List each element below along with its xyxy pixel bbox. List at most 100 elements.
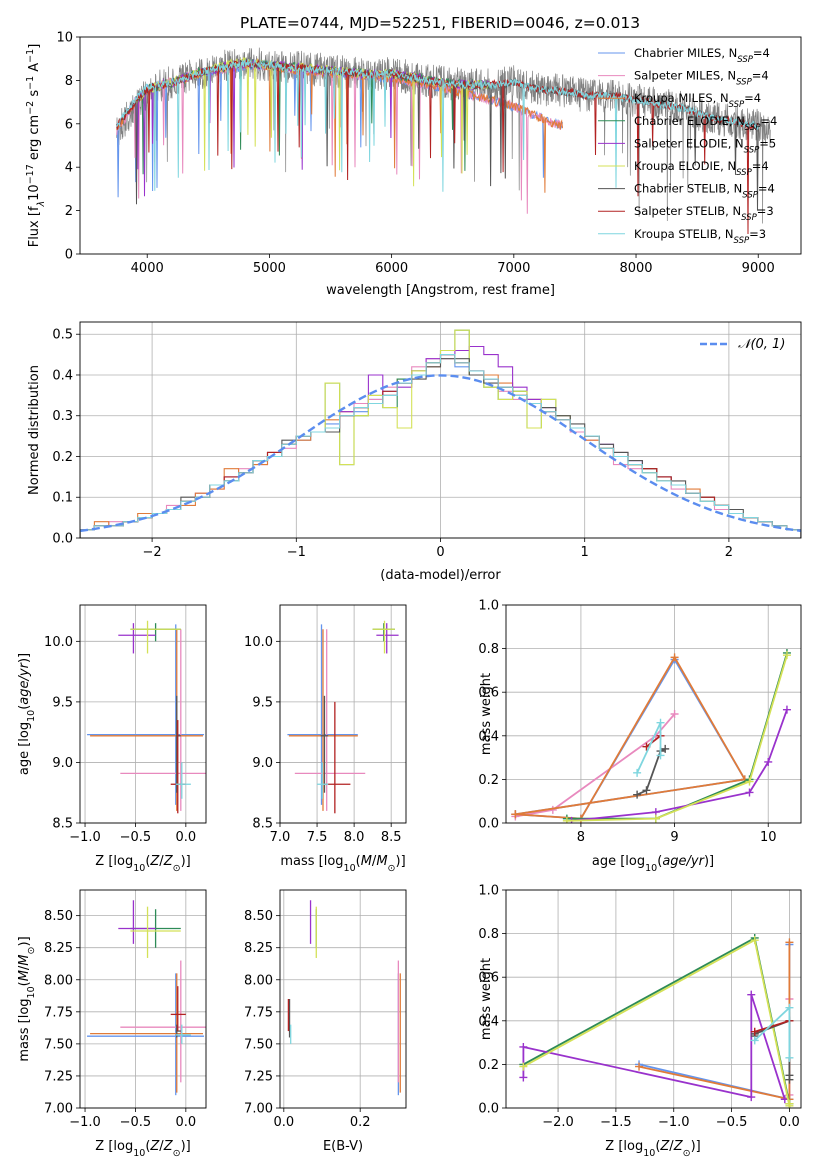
label-part: )] — [17, 653, 32, 663]
plus-marker — [670, 710, 679, 718]
label-part: age [log — [592, 854, 645, 869]
legend-label-sub: SSP — [741, 213, 757, 223]
data-spectrum-line — [116, 47, 771, 224]
label-part: / — [159, 854, 164, 869]
label-part: age [log — [17, 722, 32, 775]
plus-marker — [642, 786, 651, 795]
y-tick-label: 7.00 — [244, 1102, 273, 1117]
y-tick-label: 8.25 — [44, 941, 73, 956]
legend-label: Salpeter STELIB, NSSP=3 — [634, 204, 774, 223]
y-tick-label: 10 — [56, 31, 73, 46]
y-tick-label: 9.0 — [252, 756, 273, 771]
legend-label: Kroupa STELIB, NSSP=3 — [634, 227, 766, 246]
plus-marker — [782, 651, 791, 660]
y-tick-label: 7.75 — [44, 1005, 73, 1020]
y-tick-label: 0 — [65, 248, 73, 263]
age-vs-Z-x-label: Z [log10(Z/Z⊙)] — [95, 854, 190, 874]
x-tick-label: −1.0 — [69, 830, 101, 845]
label-part: Z — [149, 854, 160, 869]
x-tick-label: −2.0 — [542, 1115, 574, 1130]
legend-label-main: Kroupa STELIB, N — [634, 227, 734, 241]
mass_vs_Z-panel: −1.0 −0.5 0.0 7.00 7.25 7.50 7.75 8.00 8.25 8.50 Z… — [17, 889, 207, 1159]
weight-line — [566, 654, 788, 822]
y-tick-label: 8.5 — [52, 817, 73, 832]
y-tick-label: 0.4 — [52, 368, 73, 383]
age_vs_Z-panel: −1.0 −0.5 0.08.59.09.510.0Z [log10(Z/Z⊙)]a… — [17, 604, 207, 874]
weight-line — [522, 994, 786, 1100]
legend-label-tail: =4 — [752, 69, 769, 83]
plus-marker — [782, 705, 791, 714]
y-tick-label: 6 — [65, 117, 73, 132]
y-tick-label: 9.0 — [52, 756, 73, 771]
label-part: M — [17, 970, 32, 981]
x-tick-label: 9 — [670, 830, 678, 845]
label-part: −2 — [25, 101, 36, 115]
weight-line — [515, 713, 676, 818]
label-part: M — [361, 854, 372, 869]
label-part: ( — [655, 1139, 660, 1154]
x-tick-label: −1.5 — [600, 1115, 632, 1130]
y-tick-label: 0.2 — [478, 773, 499, 788]
label-part: ⊙ — [173, 863, 181, 874]
y-tick-label: 0.5 — [52, 328, 73, 343]
residuals-y-label: Normed distribution — [27, 365, 42, 495]
label-part: 10 — [27, 184, 42, 201]
weight_vs_age-plot-area — [511, 648, 791, 823]
label-part: 10 — [645, 863, 657, 874]
mass_vs_EBV-panel: 0.0 0.2 7.00 7.25 7.50 7.75 8.00 8.25 8.50 E(B-V) — [244, 889, 407, 1154]
mass_vs_EBV-plot-area — [287, 900, 401, 1096]
y-tick-label: 4 — [65, 161, 73, 176]
y-tick-label: 1.0 — [478, 599, 499, 614]
legend-label-main: Kroupa MILES, N — [634, 91, 729, 105]
weight-line — [645, 735, 662, 748]
x-tick-label: −0.5 — [716, 1115, 748, 1130]
y-tick-label: 7.50 — [244, 1037, 273, 1052]
plus-marker — [656, 751, 665, 760]
age_vs_mass-plot-area — [287, 620, 399, 814]
label-part: age/yr — [17, 661, 32, 704]
label-part: ⊙ — [388, 863, 396, 874]
x-tick-label: 0.2 — [350, 1115, 371, 1130]
plus-marker — [750, 936, 759, 945]
legend-label-tail: =4 — [760, 114, 777, 128]
label-part: ⊙ — [26, 946, 37, 954]
label-part: ⊙ — [683, 1148, 691, 1159]
x-tick-label: 2 — [725, 545, 733, 560]
y-tick-label: 8.5 — [252, 817, 273, 832]
label-part: ( — [17, 981, 32, 986]
plus-marker — [785, 1003, 794, 1012]
legend-label: Kroupa MILES, NSSP=4 — [634, 91, 761, 110]
label-part: 10 — [133, 863, 145, 874]
residuals-plot-area — [80, 329, 801, 538]
x-tick-label: 0 — [436, 545, 444, 560]
x-tick-label: 4000 — [131, 261, 164, 276]
age-vs-mass-x-label: mass [log10(M/M⊙)] — [280, 854, 405, 874]
legend-label-tail: =5 — [759, 136, 776, 150]
label-part: 10 — [26, 710, 37, 722]
normal-curve — [80, 374, 801, 533]
legend-label: Chabrier STELIB, NSSP=4 — [634, 182, 775, 201]
x-tick-label: 7000 — [497, 261, 530, 276]
axes-frame — [79, 321, 802, 539]
y-tick-label: 0.0 — [478, 817, 499, 832]
weight-line — [754, 1019, 790, 1033]
x-tick-label: 0.0 — [779, 1115, 800, 1130]
plus-marker — [670, 653, 679, 662]
label-part: mass [log — [17, 998, 32, 1061]
y-tick-label: 0.2 — [478, 1058, 499, 1073]
weight_vs_age-panel: 8 9 10 0.0 0.2 0.4 0.6 0.8 1.0 mass weight age [lo… — [478, 599, 802, 874]
label-part: / — [159, 1139, 164, 1154]
residuals-x-label: (data-model)/error — [380, 568, 501, 583]
legend-label-main: Chabrier MILES, N — [634, 46, 737, 60]
x-tick-label: 8.5 — [381, 830, 402, 845]
y-tick-label: 0.8 — [478, 927, 499, 942]
mass-vs-Z-y-label: mass [log10(M/M⊙)] — [17, 936, 37, 1061]
normal-legend-label: 𝒩(0, 1) — [738, 337, 785, 352]
residuals-panel: −2 −1 0 1 2 0.0 0.1 0.2 0.3 0.4 0.5 (data-model)/er… — [27, 321, 802, 583]
label-part: M — [376, 854, 387, 869]
y-tick-label: 8.50 — [44, 909, 73, 924]
plus-marker — [785, 1075, 794, 1084]
label-part: ( — [145, 854, 150, 869]
label-part: 10 — [643, 1148, 655, 1159]
